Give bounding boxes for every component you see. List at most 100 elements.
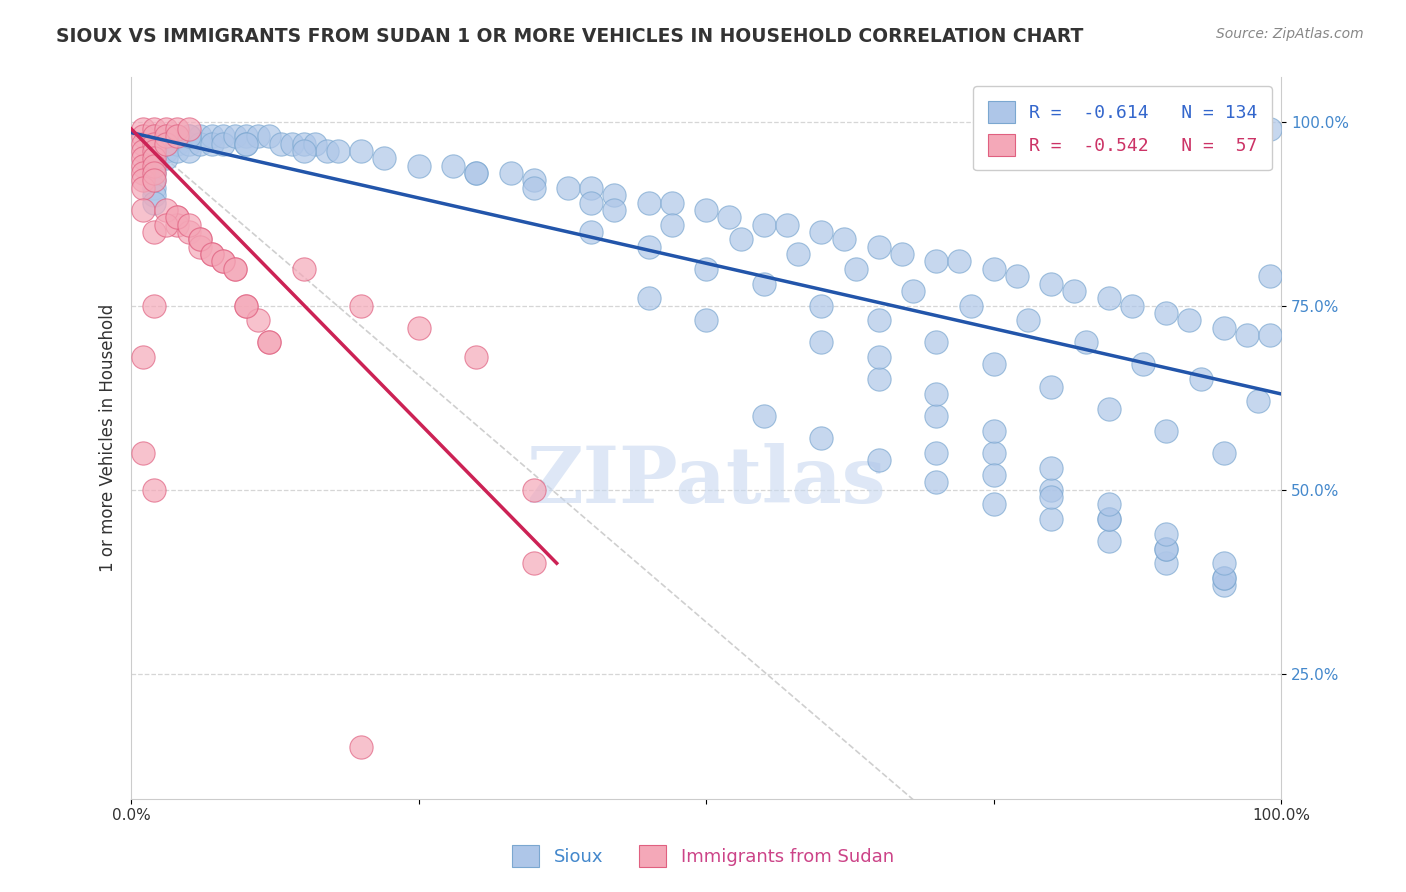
Point (1154, 541, 1177, 556)
Point (1121, 299, 1143, 313)
Point (143, 181, 166, 195)
Point (177, 136, 200, 151)
Point (212, 254, 235, 268)
Point (224, 129, 246, 144)
Point (1212, 571, 1234, 585)
Point (1212, 578, 1234, 592)
Point (132, 173, 155, 187)
Point (1212, 556, 1234, 570)
Point (868, 240, 890, 254)
Point (246, 129, 269, 144)
Point (224, 261, 246, 276)
Point (1258, 269, 1281, 284)
Text: Source: ZipAtlas.com: Source: ZipAtlas.com (1216, 27, 1364, 41)
Point (188, 240, 211, 254)
Point (166, 136, 188, 151)
Point (143, 195, 166, 210)
Point (1154, 541, 1177, 556)
Point (925, 335, 948, 350)
Point (925, 446, 948, 460)
Point (810, 335, 832, 350)
Point (901, 284, 924, 298)
Point (810, 299, 832, 313)
Point (465, 166, 488, 180)
Point (523, 173, 546, 187)
Point (1097, 512, 1119, 526)
Point (523, 483, 546, 497)
Point (603, 188, 626, 202)
Point (1063, 284, 1085, 298)
Point (143, 483, 166, 497)
Point (603, 202, 626, 217)
Point (752, 409, 775, 423)
Point (1040, 277, 1063, 291)
Point (155, 129, 177, 144)
Point (143, 166, 166, 180)
Point (1097, 291, 1119, 305)
Point (188, 136, 211, 151)
Legend: Sioux, Immigrants from Sudan: Sioux, Immigrants from Sudan (505, 838, 901, 874)
Point (1040, 483, 1063, 497)
Point (1074, 335, 1097, 350)
Point (499, 166, 522, 180)
Point (315, 144, 337, 158)
Point (166, 129, 188, 144)
Point (257, 335, 280, 350)
Point (579, 181, 602, 195)
Point (1212, 446, 1234, 460)
Point (810, 225, 832, 239)
Point (328, 144, 350, 158)
Point (1040, 379, 1063, 393)
Point (1097, 497, 1119, 511)
Point (983, 446, 1005, 460)
Point (1040, 512, 1063, 526)
Point (868, 313, 890, 327)
Point (188, 129, 211, 144)
Point (132, 152, 155, 166)
Point (155, 144, 177, 158)
Point (832, 232, 855, 246)
Point (132, 144, 155, 158)
Point (373, 152, 395, 166)
Point (257, 129, 280, 144)
Point (523, 556, 546, 570)
Point (845, 261, 868, 276)
Point (350, 299, 373, 313)
Point (143, 129, 166, 144)
Point (155, 152, 177, 166)
Point (304, 136, 326, 151)
Point (925, 475, 948, 490)
Point (1178, 313, 1201, 327)
Point (143, 136, 166, 151)
Point (1212, 571, 1234, 585)
Point (166, 218, 188, 232)
Point (143, 122, 166, 136)
Point (637, 195, 659, 210)
Point (1258, 328, 1281, 343)
Point (983, 424, 1005, 438)
Point (212, 254, 235, 268)
Point (201, 129, 224, 144)
Point (1154, 556, 1177, 570)
Point (155, 136, 177, 151)
Point (292, 261, 315, 276)
Point (132, 166, 155, 180)
Point (270, 136, 292, 151)
Point (143, 129, 166, 144)
Point (350, 740, 373, 755)
Point (201, 247, 224, 261)
Point (730, 232, 752, 246)
Point (1189, 372, 1212, 386)
Point (983, 261, 1005, 276)
Point (155, 122, 177, 136)
Point (177, 129, 200, 144)
Point (925, 387, 948, 401)
Point (637, 291, 659, 305)
Point (166, 211, 188, 225)
Point (890, 247, 912, 261)
Point (1247, 394, 1270, 409)
Point (1097, 401, 1119, 416)
Point (1258, 122, 1281, 136)
Point (246, 313, 269, 327)
Point (1097, 512, 1119, 526)
